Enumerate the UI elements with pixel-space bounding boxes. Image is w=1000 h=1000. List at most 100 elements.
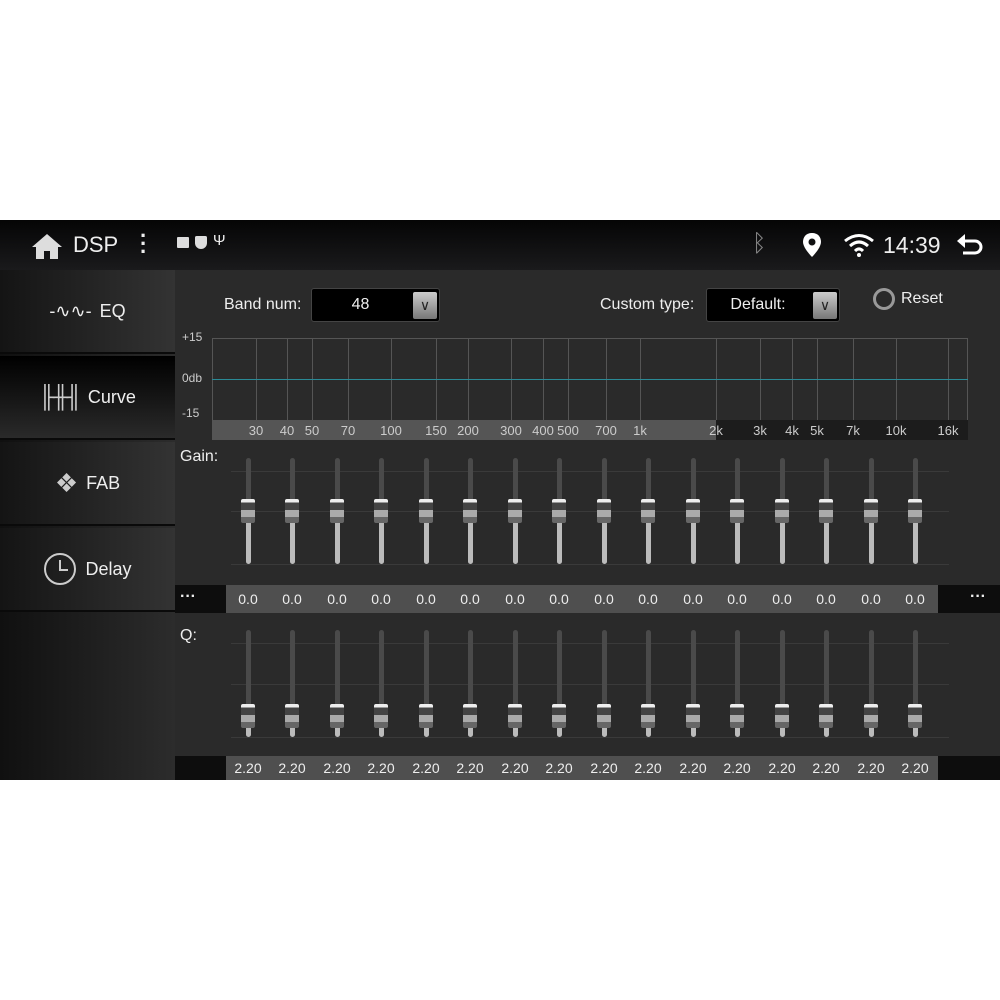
q-slider-track[interactable]: [646, 630, 651, 737]
gain-slider-fill: [424, 511, 429, 564]
q-slider-track[interactable]: [335, 630, 340, 737]
x-tick-label: 700: [595, 423, 617, 438]
gain-values-row: ··· ··· 0.0 0.0 0.0 0.0 0.0 0.0 0.0 0.0 0.0 0.0 0.0…: [175, 585, 1000, 613]
x-tick-label: 4k: [785, 423, 799, 438]
q-slider-track[interactable]: [735, 630, 740, 737]
q-label: Q:: [180, 627, 197, 644]
q-slider-track[interactable]: [913, 630, 918, 737]
q-slider-track[interactable]: [602, 630, 607, 737]
sidebar-item-label: EQ: [99, 300, 126, 321]
q-slider-thumb[interactable]: [597, 703, 611, 728]
clock-time: 14:39: [883, 232, 941, 258]
x-tick-label: 5k: [810, 423, 824, 438]
gain-value: 0.0: [416, 591, 436, 607]
q-slider-track[interactable]: [379, 630, 384, 737]
image-icon: [177, 237, 189, 248]
q-slider-track[interactable]: [290, 630, 295, 737]
band-num-select[interactable]: 48 ∨: [311, 288, 440, 322]
q-slider-thumb[interactable]: [374, 703, 388, 728]
sidebar-item-fab[interactable]: ❖ FAB: [0, 442, 175, 526]
q-slider-thumb[interactable]: [463, 703, 477, 728]
back-icon[interactable]: [955, 233, 983, 257]
y-tick-label: +15: [182, 330, 203, 344]
q-slider-track[interactable]: [869, 630, 874, 737]
more-vert-icon[interactable]: · · ·: [140, 223, 148, 264]
fader-balance-icon: ❖: [54, 467, 79, 498]
q-slider-track[interactable]: [780, 630, 785, 737]
gain-slider-fill: [735, 511, 740, 564]
x-tick-label: 70: [340, 423, 356, 438]
x-tick-label: 40: [279, 423, 295, 438]
guide-line: [231, 737, 949, 738]
gain-slider-thumb[interactable]: [508, 499, 522, 523]
gain-slider-thumb[interactable]: [374, 499, 388, 523]
q-slider-thumb[interactable]: [285, 703, 299, 728]
q-slider-track[interactable]: [513, 630, 518, 737]
sliders-icon: ╟╫╢: [39, 384, 82, 409]
gain-slider-thumb[interactable]: [419, 499, 433, 523]
gain-slider-thumb[interactable]: [819, 499, 833, 523]
q-slider-thumb[interactable]: [419, 703, 433, 728]
gain-slider-thumb[interactable]: [285, 499, 299, 523]
q-value: 2.20: [679, 760, 707, 776]
sidebar-item-delay[interactable]: Delay: [0, 528, 175, 612]
x-tick-label: 2k: [709, 423, 723, 438]
shield-play-icon: [195, 236, 207, 249]
gain-slider-thumb[interactable]: [864, 499, 878, 523]
bluetooth-icon[interactable]: ᛒ: [752, 230, 767, 257]
gain-slider-fill: [335, 511, 340, 564]
chevron-down-icon: ∨: [813, 292, 837, 319]
gain-value: 0.0: [505, 591, 525, 607]
q-slider-thumb[interactable]: [864, 703, 878, 728]
gain-slider-fill: [290, 511, 295, 564]
q-slider-track[interactable]: [468, 630, 473, 737]
gain-slider-thumb[interactable]: [552, 499, 566, 523]
home-icon[interactable]: [30, 232, 64, 260]
q-slider-thumb[interactable]: [908, 703, 922, 728]
scroll-left-button[interactable]: ···: [180, 588, 196, 605]
x-tick-label: 16k: [937, 423, 959, 438]
y-tick-label: -15: [182, 406, 200, 420]
gain-slider-thumb[interactable]: [775, 499, 789, 523]
q-slider-thumb[interactable]: [775, 703, 789, 728]
x-tick-label: 400: [532, 423, 554, 438]
custom-type-select[interactable]: Default: ∨: [706, 288, 840, 322]
gain-value: 0.0: [727, 591, 747, 607]
sidebar-item-curve[interactable]: ╟╫╢ Curve: [0, 356, 175, 440]
q-slider-track[interactable]: [691, 630, 696, 737]
gain-slider-thumb[interactable]: [908, 499, 922, 523]
chevron-down-icon: ∨: [413, 292, 437, 319]
q-value: 2.20: [590, 760, 618, 776]
x-axis-strip: [212, 420, 716, 440]
q-value: 2.20: [723, 760, 751, 776]
q-slider-thumb[interactable]: [819, 703, 833, 728]
q-slider-track[interactable]: [424, 630, 429, 737]
gain-slider-thumb[interactable]: [730, 499, 744, 523]
gain-slider-thumb[interactable]: [686, 499, 700, 523]
q-slider-thumb[interactable]: [730, 703, 744, 728]
gain-slider-thumb[interactable]: [330, 499, 344, 523]
q-slider-thumb[interactable]: [641, 703, 655, 728]
reset-button[interactable]: Reset: [873, 288, 943, 310]
gain-slider-fill: [646, 511, 651, 564]
q-slider-track[interactable]: [824, 630, 829, 737]
q-slider-track[interactable]: [557, 630, 562, 737]
sidebar-item-label: FAB: [86, 472, 121, 493]
gain-slider-thumb[interactable]: [463, 499, 477, 523]
gain-value: 0.0: [549, 591, 569, 607]
q-slider-thumb[interactable]: [508, 703, 522, 728]
q-slider-thumb[interactable]: [686, 703, 700, 728]
q-slider-thumb[interactable]: [241, 703, 255, 728]
q-slider-thumb[interactable]: [330, 703, 344, 728]
scroll-right-button[interactable]: ···: [970, 588, 986, 605]
gain-slider-thumb[interactable]: [597, 499, 611, 523]
gain-slider-thumb[interactable]: [241, 499, 255, 523]
x-tick-label: 1k: [633, 423, 647, 438]
gain-value: 0.0: [683, 591, 703, 607]
guide-line: [231, 564, 949, 565]
q-slider-track[interactable]: [246, 630, 251, 737]
gain-slider-fill: [557, 511, 562, 564]
sidebar-item-eq[interactable]: -∿∿- EQ: [0, 270, 175, 354]
gain-slider-thumb[interactable]: [641, 499, 655, 523]
q-slider-thumb[interactable]: [552, 703, 566, 728]
